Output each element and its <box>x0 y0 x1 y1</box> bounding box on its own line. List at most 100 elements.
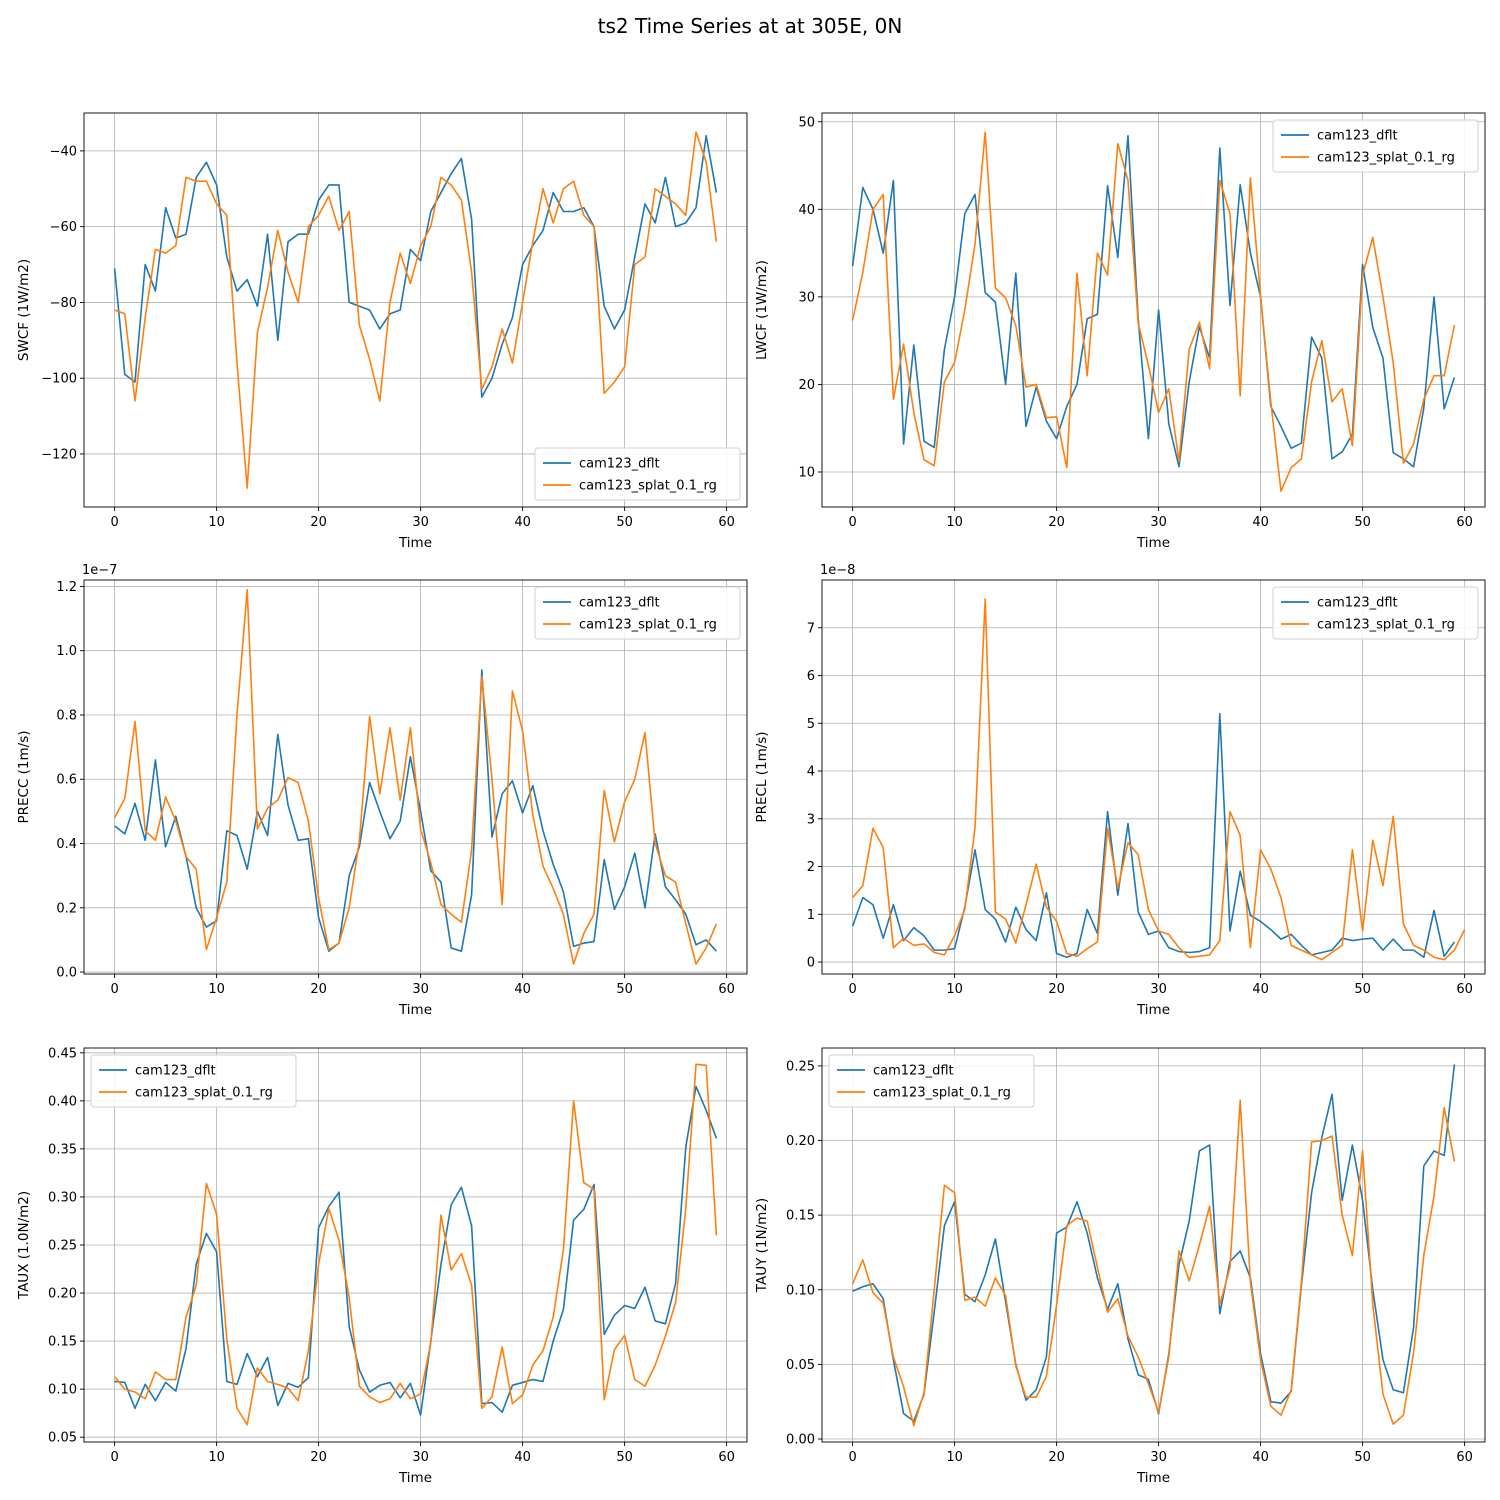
x-tick-label: 20 <box>1048 982 1065 997</box>
subplot-1: 0 10 20 30 40 50 60 −120 −100 −80 −60 −40 Time SWCF (… <box>16 112 748 551</box>
legend-label-dflt: cam123_dflt <box>579 596 660 611</box>
y-tick-label: 0.05 <box>786 1358 815 1373</box>
y-tick-label: −60 <box>50 220 77 235</box>
legend: cam123_dflt cam123_splat_0.1_rg <box>1272 119 1479 173</box>
legend-label-splat: cam123_splat_0.1_rg <box>579 618 717 633</box>
y-tick-label: 0.2 <box>56 901 77 916</box>
y-tick-label: 7 <box>807 621 815 636</box>
y-tick-label: 0.0 <box>56 966 77 981</box>
series-line-splat <box>851 1099 1456 1427</box>
legend-box <box>90 1054 297 1108</box>
series-line-splat <box>851 131 1456 493</box>
x-tick-label: 60 <box>1456 982 1473 997</box>
x-tick-label: 50 <box>1354 982 1371 997</box>
series-line-splat <box>113 1063 718 1426</box>
x-tick-label: 10 <box>946 982 963 997</box>
series-line-dflt <box>851 712 1456 959</box>
x-tick-label: 40 <box>514 1450 531 1465</box>
legend: cam123_dflt cam123_splat_0.1_rg <box>90 1054 297 1108</box>
subplot-6: 0 10 20 30 40 50 60 0.00 0.05 0.10 0.15 0.20 0.25 Tim… <box>754 1047 1486 1486</box>
x-tick-label: 0 <box>110 1450 118 1465</box>
y-tick-label: −40 <box>50 144 77 159</box>
x-tick-label: 60 <box>1456 515 1473 530</box>
x-tick-label: 30 <box>1150 1450 1167 1465</box>
x-tick-label: 20 <box>1048 515 1065 530</box>
x-tick-label: 30 <box>412 982 429 997</box>
y-tick-label: 0.30 <box>48 1190 77 1205</box>
y-tick-label: 0.6 <box>56 773 77 788</box>
x-tick-label: 10 <box>208 982 225 997</box>
y-axis-label: PRECC (1m/s) <box>16 730 32 823</box>
y-axis-label: TAUY (1N/m2) <box>754 1198 770 1293</box>
subplot-3: 0 10 20 30 40 50 60 0.0 0.2 0.4 0.6 0.8 1.0 1.2 Time PR… <box>16 563 748 1018</box>
x-axis-label: Time <box>1136 1002 1170 1018</box>
x-tick-label: 10 <box>208 1450 225 1465</box>
y-tick-label: 10 <box>798 465 815 480</box>
legend-box <box>534 447 741 501</box>
y-tick-label: 4 <box>807 765 815 780</box>
x-tick-label: 0 <box>110 982 118 997</box>
x-tick-label: 30 <box>412 515 429 530</box>
y-tick-label: 0.8 <box>56 708 77 723</box>
x-tick-label: 20 <box>1048 1450 1065 1465</box>
x-tick-label: 30 <box>1150 515 1167 530</box>
y-tick-label: 0.10 <box>48 1383 77 1398</box>
x-tick-label: 0 <box>848 1450 856 1465</box>
series-line-splat <box>113 588 718 965</box>
y-tick-label: 0.15 <box>786 1209 815 1224</box>
y-tick-label: 5 <box>807 717 815 732</box>
axes-frame <box>83 112 748 508</box>
x-tick-label: 40 <box>1252 515 1269 530</box>
y-tick-label: 6 <box>807 669 815 684</box>
x-axis-label: Time <box>398 535 432 551</box>
axes-frame <box>821 112 1486 508</box>
x-tick-label: 0 <box>848 515 856 530</box>
y-tick-label: 1.2 <box>56 580 77 595</box>
axes-frame <box>821 1047 1486 1443</box>
x-tick-label: 0 <box>848 982 856 997</box>
x-tick-label: 40 <box>514 982 531 997</box>
legend-box <box>1272 119 1479 173</box>
series-line-dflt <box>114 1085 718 1416</box>
y-tick-label: 0.25 <box>48 1239 77 1254</box>
x-tick-label: 20 <box>310 515 327 530</box>
y-tick-label: 0.10 <box>786 1283 815 1298</box>
legend-box <box>1272 586 1479 640</box>
legend-label-dflt: cam123_dflt <box>135 1064 216 1079</box>
x-axis-label: Time <box>398 1002 432 1018</box>
y-tick-label: 30 <box>798 290 815 305</box>
legend-label-splat: cam123_splat_0.1_rg <box>135 1086 273 1101</box>
series-line-dflt <box>851 134 1456 468</box>
y-tick-label: 0.15 <box>48 1335 77 1350</box>
legend-label-splat: cam123_splat_0.1_rg <box>579 479 717 494</box>
y-tick-label: 0.20 <box>48 1287 77 1302</box>
x-tick-label: 10 <box>946 515 963 530</box>
x-tick-label: 50 <box>616 1450 633 1465</box>
x-tick-label: 30 <box>1150 982 1167 997</box>
legend: cam123_dflt cam123_splat_0.1_rg <box>1272 586 1479 640</box>
x-tick-label: 60 <box>718 982 735 997</box>
y-tick-label: 40 <box>798 203 815 218</box>
legend: cam123_dflt cam123_splat_0.1_rg <box>534 447 741 501</box>
series-line-dflt <box>852 1064 1456 1422</box>
legend-label-dflt: cam123_dflt <box>1317 129 1398 144</box>
figure-title: ts2 Time Series at at 305E, 0N <box>597 14 903 38</box>
y-tick-label: −100 <box>41 372 77 387</box>
y-tick-label: −80 <box>50 296 77 311</box>
x-tick-label: 50 <box>1354 1450 1371 1465</box>
x-tick-label: 20 <box>310 982 327 997</box>
y-tick-label: −120 <box>41 447 77 462</box>
y-tick-label: 2 <box>807 860 815 875</box>
y-tick-label: 0.45 <box>48 1046 77 1061</box>
x-tick-label: 30 <box>412 1450 429 1465</box>
legend-label-dflt: cam123_dflt <box>1317 596 1398 611</box>
subplot-5: 0 10 20 30 40 50 60 0.05 0.10 0.15 0.20 0.25 0.30 0.3… <box>16 1046 748 1486</box>
y-axis-label: PRECL (1m/s) <box>754 731 770 822</box>
x-tick-label: 40 <box>1252 1450 1269 1465</box>
y-tick-label: 0 <box>807 956 815 971</box>
subplot-4: 0 10 20 30 40 50 60 0 1 2 3 4 5 6 7 Time PRECL (1m/s) 1e−… <box>754 563 1486 1018</box>
x-tick-label: 10 <box>946 1450 963 1465</box>
axes-frame <box>821 579 1486 975</box>
legend-box <box>534 586 741 640</box>
